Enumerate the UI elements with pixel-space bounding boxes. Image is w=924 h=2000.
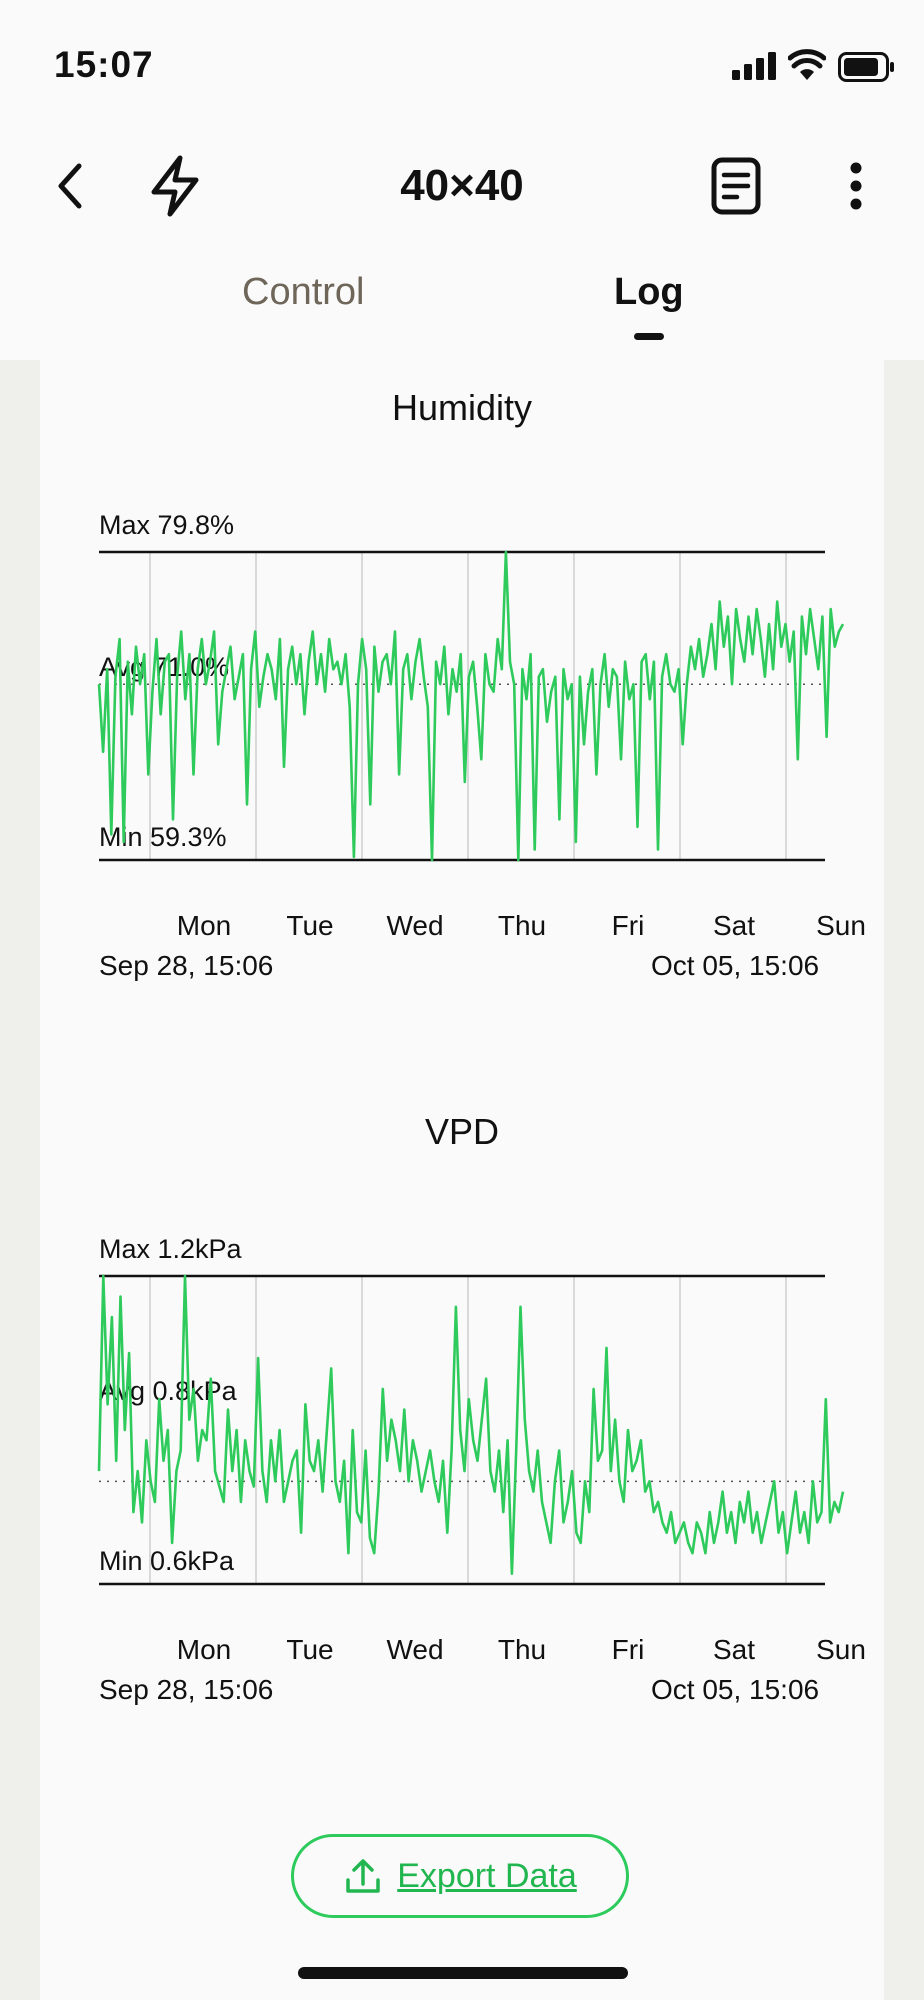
x-axis-day-label: Thu <box>497 1634 547 1665</box>
chart-min-label: Min 59.3% <box>99 822 227 852</box>
humidity-plot <box>97 550 845 862</box>
document-button[interactable] <box>700 148 772 224</box>
log-content[interactable]: Humidity Max 79.8% Avg 71.0% Min 59.3% M… <box>40 360 884 2000</box>
battery-icon <box>838 52 894 82</box>
home-indicator <box>298 1967 628 1979</box>
chart-max-label: Max 79.8% <box>99 510 235 540</box>
range-start-label: Sep 28, 15:06 <box>99 950 274 981</box>
chart-max-label: Max 1.2kPa <box>99 1234 242 1264</box>
series-line <box>97 550 845 862</box>
x-axis-day-labels: Mon Tue Wed Thu Fri Sat Sun <box>40 1632 884 1668</box>
humidity-chart: Humidity Max 79.8% Avg 71.0% Min 59.3% M… <box>40 360 884 1000</box>
export-data-label: Export Data <box>397 1856 577 1895</box>
x-axis-day-label: Wed <box>386 1634 444 1665</box>
x-axis-day-label: Mon <box>176 910 232 941</box>
vpd-chart: VPD Max 1.2kPa Avg 0.8kPa Min 0.6kPa Mon… <box>40 1084 884 1724</box>
wifi-icon <box>788 49 826 80</box>
more-vertical-icon <box>850 162 862 210</box>
x-axis-day-label: Wed <box>386 910 444 941</box>
cellular-signal-icon <box>732 52 776 80</box>
x-axis-day-label: Fri <box>611 910 645 941</box>
chart-title: Humidity <box>391 387 533 428</box>
range-end-label: Oct 05, 15:06 <box>651 1674 820 1705</box>
tab-control[interactable]: Control <box>242 271 365 313</box>
x-axis-day-label: Sun <box>816 1634 866 1665</box>
page-title: 40×40 <box>400 161 524 210</box>
x-axis-day-label: Sat <box>712 910 756 941</box>
x-axis-day-label: Mon <box>176 1634 232 1665</box>
range-end-label: Oct 05, 15:06 <box>651 950 820 981</box>
tab-bar: Control Log <box>0 250 924 360</box>
more-options-button[interactable] <box>836 148 876 224</box>
series-line <box>97 1274 845 1576</box>
top-bar: 15:07 40×40 <box>0 0 924 360</box>
status-time: 15:07 <box>54 44 154 85</box>
x-axis-day-label: Tue <box>286 910 334 941</box>
chart-min-label: Min 0.6kPa <box>99 1546 235 1576</box>
x-axis-day-label: Fri <box>611 1634 645 1665</box>
active-tab-indicator <box>634 333 664 340</box>
lightning-button[interactable] <box>140 150 210 222</box>
x-axis-day-label: Tue <box>286 1634 334 1665</box>
x-axis-day-label: Thu <box>497 910 547 941</box>
x-axis-day-label: Sun <box>816 910 866 941</box>
vpd-plot <box>97 1274 845 1586</box>
range-start-label: Sep 28, 15:06 <box>99 1674 274 1705</box>
upload-icon <box>346 1859 380 1893</box>
export-data-button[interactable]: Export Data <box>291 1834 629 1918</box>
tab-log[interactable]: Log <box>614 271 684 313</box>
x-axis-day-labels: Mon Tue Wed Thu Fri Sat Sun <box>40 908 884 944</box>
status-bar: 15:07 <box>0 0 924 130</box>
x-axis-day-label: Sat <box>712 1634 756 1665</box>
back-button[interactable] <box>44 156 96 216</box>
chart-title: VPD <box>424 1111 500 1152</box>
chevron-left-icon <box>58 163 82 209</box>
document-icon <box>711 157 761 215</box>
lightning-icon <box>151 155 199 217</box>
navigation-bar: 40×40 <box>0 130 924 250</box>
